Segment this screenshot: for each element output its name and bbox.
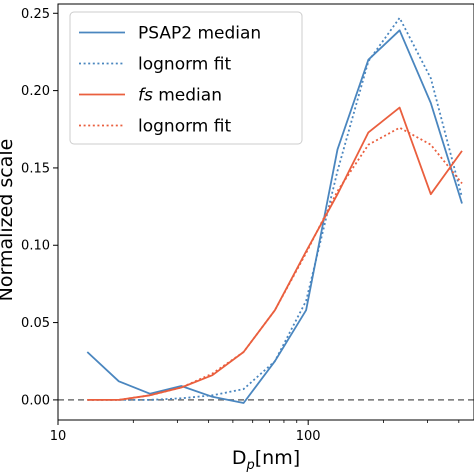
legend-label-prefix: fs [138, 86, 153, 106]
x-tick-label: 10 [50, 429, 67, 444]
legend-label: PSAP2 median [138, 24, 261, 44]
legend-label-suffix: median [192, 24, 261, 44]
y-tick-label: 0.20 [21, 84, 50, 99]
y-tick-label: 0.15 [21, 161, 50, 176]
x-tick-label: 100 [296, 429, 321, 444]
legend-label: fs median [138, 86, 222, 106]
legend-label-prefix: PSAP2 [138, 24, 192, 44]
legend: PSAP2 median lognorm fit fs median lognorm … [69, 11, 303, 145]
x-axis-label: Dp[nm] [232, 447, 300, 473]
legend-label: lognorm fit [138, 55, 231, 75]
series-line-3 [87, 106, 463, 401]
legend-box [69, 11, 303, 145]
series-layer [86, 17, 463, 404]
x-axis-label-unit: [nm] [255, 447, 300, 469]
legend-label-prefix: lognorm [138, 117, 208, 137]
legend-label: lognorm fit [138, 117, 231, 137]
legend-label-suffix: median [153, 86, 222, 106]
x-axis-label-subscript: p [245, 458, 254, 473]
y-tick-label: 0.05 [21, 316, 50, 331]
y-axis-label: Normalized scale [0, 139, 17, 302]
legend-label-prefix: lognorm [138, 55, 208, 75]
legend-label-suffix: fit [208, 55, 231, 75]
series-line-2 [87, 17, 463, 401]
y-tick-label: 0.00 [21, 393, 50, 408]
y-tick-label: 0.10 [21, 239, 50, 254]
series-line-4 [87, 126, 463, 401]
tick-layer: 0.00 0.05 0.10 0.15 0.20 0.25 10 100 [21, 7, 460, 444]
legend-label-suffix: fit [208, 117, 231, 137]
plot-frame [57, 3, 474, 421]
x-axis-label-main: D [232, 447, 247, 469]
y-tick-label: 0.25 [21, 7, 50, 22]
